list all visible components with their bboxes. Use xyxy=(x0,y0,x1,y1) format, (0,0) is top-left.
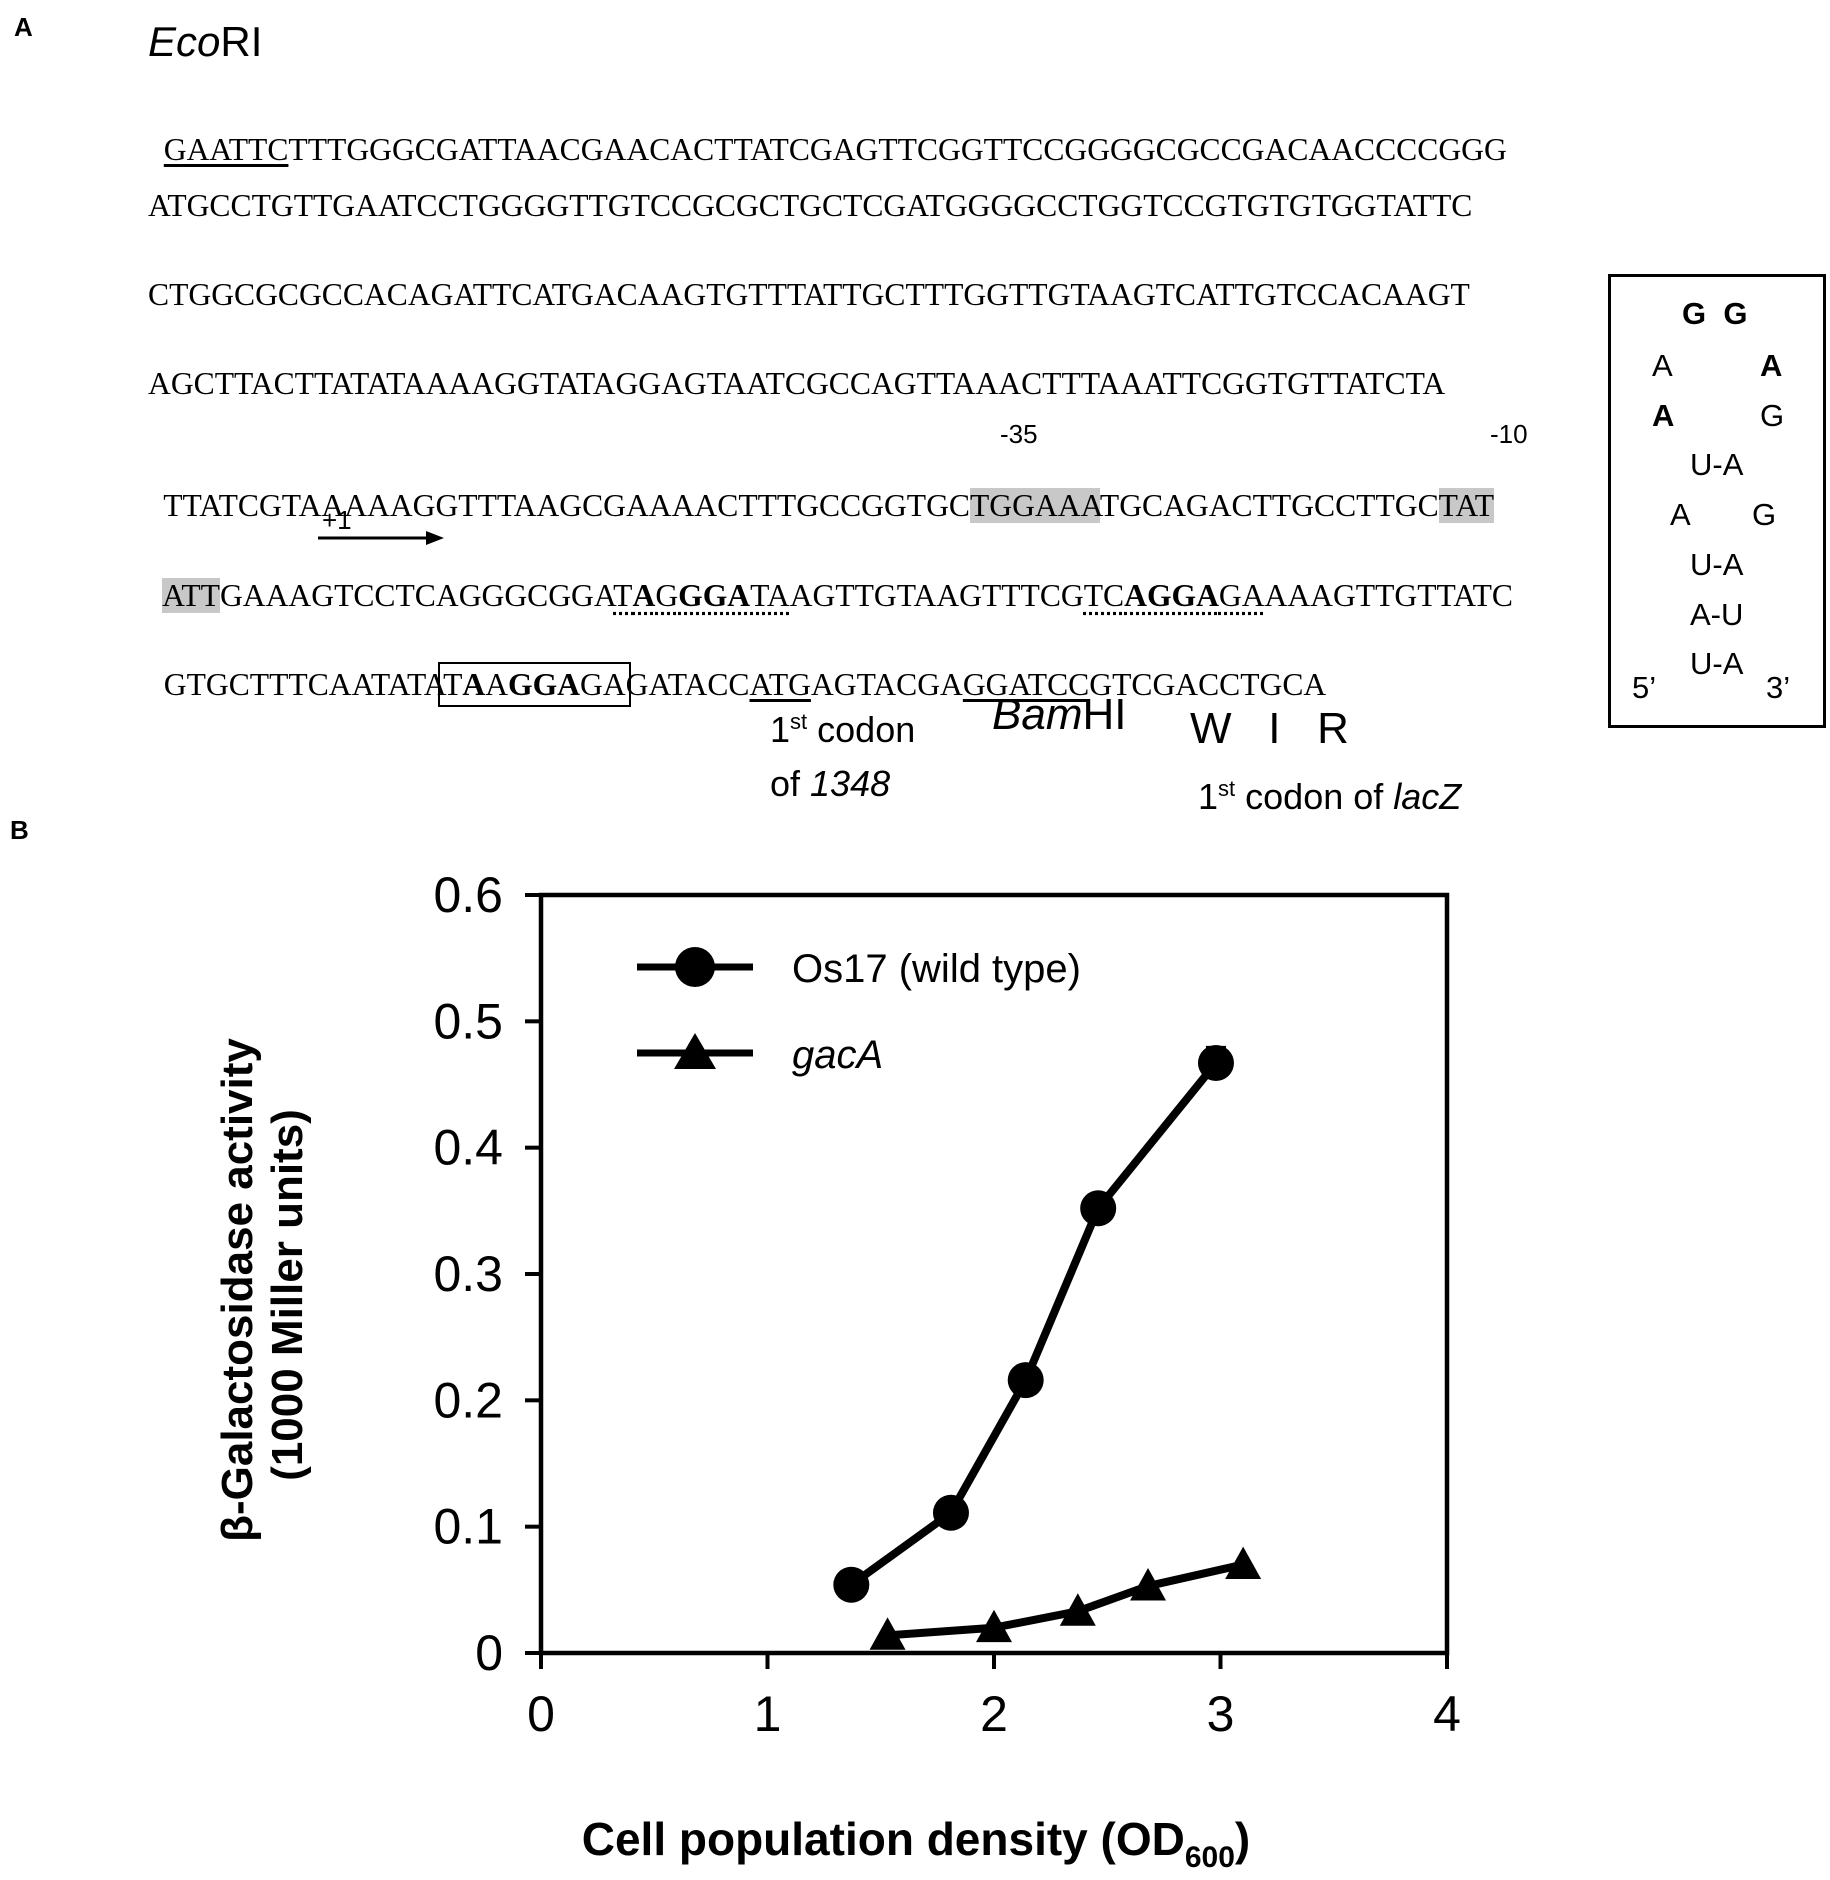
seq-line-6-a: GAAAGTCCTCAGGGCGGA xyxy=(219,577,614,613)
legend-label: gacA xyxy=(792,1033,883,1077)
lacz-codon-label: 1st codon of lacZ xyxy=(1198,776,1462,817)
y-axis-title-line-2: (1000 Miller units) xyxy=(263,1109,312,1481)
data-point-circle xyxy=(833,1566,870,1603)
hairpin-pair-1: U-A xyxy=(1690,447,1744,482)
seq-line-1: GAATTCTTTGGGCGATTAACGAACACTTATCGAGTTCGGT… xyxy=(148,102,1507,165)
x-tick-label: 3 xyxy=(1207,1686,1235,1742)
x-tick-label: 1 xyxy=(754,1686,782,1742)
data-point-circle xyxy=(1080,1190,1117,1227)
seq-line-6: ATTGAAAGTCCTCAGGGCGGATAGGGATAAGTTGTAAGTT… xyxy=(148,548,1513,613)
hairpin-loop-gg: G G xyxy=(1682,296,1748,331)
y-tick-label: 0.2 xyxy=(433,1372,503,1428)
hairpin-pair-2: U-A xyxy=(1690,547,1744,582)
seq-line-6-b: AGTTGTAAGTTTCG xyxy=(789,577,1084,613)
minus35-box: TGGAAA xyxy=(970,487,1100,523)
minus10-box: TAT xyxy=(1438,487,1495,523)
minus10-box-cont: ATT xyxy=(162,577,220,613)
y-tick-label: 0.3 xyxy=(433,1246,503,1302)
data-point-circle xyxy=(1007,1362,1044,1399)
hairpin-pair-3: A-U xyxy=(1690,597,1744,632)
hairpin-5prime: 5’ xyxy=(1632,670,1657,705)
x-axis-title: Cell population density (OD600) xyxy=(582,1813,1251,1874)
legend-marker-circle xyxy=(675,947,715,987)
data-point-triangle xyxy=(869,1617,906,1650)
y-tick-label: 0.1 xyxy=(433,1499,503,1555)
rna-hairpin-box xyxy=(1608,274,1826,728)
wir-label: W I R xyxy=(1190,704,1349,753)
seq-line-7-b: GATACC xyxy=(625,666,750,702)
x-tick-label: 4 xyxy=(1433,1686,1461,1742)
series-line-0 xyxy=(848,1060,1220,1589)
hairpin-pair-4: U-A xyxy=(1690,646,1744,681)
hairpin-loop-a-left-2: A xyxy=(1652,398,1675,433)
plot-area-frame xyxy=(538,892,1450,1656)
ecori-rest: RI xyxy=(220,18,263,65)
data-point-triangle xyxy=(976,1609,1012,1643)
data-point-circle xyxy=(932,1494,969,1531)
data-point-triangle xyxy=(1130,1568,1167,1601)
data-point-triangle xyxy=(1225,1546,1262,1579)
seq-line-5-a: TTATCGTAAAAAGGTTTAAGCGAAAACTTTGCCGGTGC xyxy=(163,487,970,523)
y-tick-label: 0.6 xyxy=(433,867,503,923)
y-tick-label: 0.5 xyxy=(433,993,503,1049)
y-axis-title: β-Galactosidase activity (1000 Miller un… xyxy=(213,1038,312,1542)
series-lines xyxy=(833,1045,1262,1650)
panel-b-label: B xyxy=(10,815,29,845)
ecori-label: EcoRI xyxy=(148,18,262,66)
hairpin-bulge-a: A xyxy=(1670,497,1691,532)
minus10-label: -10 xyxy=(1490,419,1528,449)
x-tick-label: 0 xyxy=(527,1686,555,1742)
seq-line-7: GTGCTTTCAATATATAAGGAGAGATACCATGAGTACGAGG… xyxy=(148,637,1327,707)
seq-line-7-a: GTGCTTTCAATATA xyxy=(163,666,444,702)
hairpin-bulge-g: G xyxy=(1752,497,1777,532)
bamhi-label: BamHI xyxy=(992,690,1127,739)
seq-line-5: TTATCGTAAAAAGGTTTAAGCGAAAACTTTGCCGGTGCTG… xyxy=(148,458,1495,523)
rbs-site-1: TAGGGATA xyxy=(613,577,790,613)
hairpin-loop-a-left: A xyxy=(1652,348,1673,383)
tss-arrow xyxy=(318,531,444,545)
ecori-site: GAATTC xyxy=(163,131,289,167)
rbs-box: TAAGGAGA xyxy=(438,661,631,707)
legend-label: Os17 (wild type) xyxy=(792,947,1081,991)
codon-1348-label: 1st codon of 1348 xyxy=(770,709,916,804)
seq-line-7-c: AGTACGA xyxy=(810,666,963,702)
hairpin-3prime: 3’ xyxy=(1766,670,1791,705)
y-tick-label: 0.4 xyxy=(433,1120,503,1176)
tss-label: +1 xyxy=(322,505,352,535)
y-axis-title-line-1: β-Galactosidase activity xyxy=(213,1038,262,1542)
hairpin-loop-g-right: G xyxy=(1760,398,1785,433)
data-point-triangle xyxy=(1059,1593,1096,1626)
panel-a-label: A xyxy=(14,12,33,42)
start-codon-1348: ATG xyxy=(749,666,811,702)
seq-line-4: AGCTTACTTATATAAAAGGTATAGGAGTAATCGCCAGTTA… xyxy=(148,366,1446,401)
x-tick-label: 2 xyxy=(980,1686,1008,1742)
seq-line-5-b: TGCAGACTTGCCTTGC xyxy=(1099,487,1439,523)
seq-line-3: CTGGCGCGCCACAGATTCATGACAAGTGTTTATTGCTTTG… xyxy=(148,277,1470,312)
legend-marker-triangle xyxy=(674,1033,716,1069)
x-axis-ticks: 0 1 2 3 4 xyxy=(527,1653,1461,1742)
y-axis-ticks: 0 0.1 0.2 0.3 0.4 0.5 0.6 xyxy=(433,867,541,1681)
seq-line-7-d: GTCGACCTGCA xyxy=(1089,666,1327,702)
legend: Os17 (wild type) gacA xyxy=(637,947,1081,1077)
seq-line-1-rest: TTTGGGCGATTAACGAACACTTATCGAGTTCGGTTCCGGG… xyxy=(288,131,1507,167)
seq-line-6-c: AAAGTTGTTATC xyxy=(1264,577,1513,613)
minus35-label: -35 xyxy=(1000,419,1038,449)
y-tick-label: 0 xyxy=(475,1625,503,1681)
rbs-site-2: TCAGGAGA xyxy=(1083,577,1265,613)
seq-line-2: ATGCCTGTTGAATCCTGGGGTTGTCCGCGCTGCTCGATGG… xyxy=(148,188,1473,223)
hairpin-loop-a-right: A xyxy=(1760,348,1783,383)
bamhi-site: GGATCC xyxy=(962,666,1090,702)
data-point-circle xyxy=(1197,1045,1234,1082)
ecori-italic: Eco xyxy=(148,18,221,65)
